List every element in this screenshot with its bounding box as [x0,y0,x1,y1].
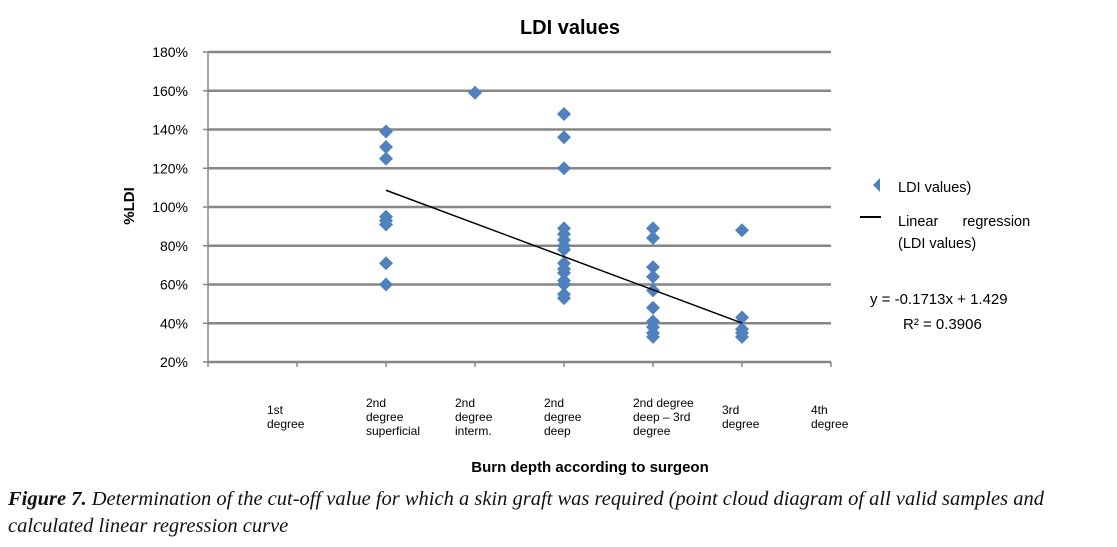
data-point [557,107,571,121]
y-tick-label: 80% [160,238,188,254]
legend-label-regression-1: Linear regression [898,214,1030,230]
y-tick-label: 60% [160,277,188,293]
y-tick-label: 20% [160,354,188,370]
data-point [379,139,393,154]
data-point [557,265,571,280]
legend-label-regression-2: (LDI values) [898,236,976,252]
data-point [468,85,482,100]
data-point [646,300,660,315]
x-tick-label: 3rd [722,403,739,417]
data-point [735,329,749,344]
r-squared: R² = 0.3906 [903,316,982,333]
data-point [735,223,749,238]
legend-label-ldi: LDI values) [898,180,971,196]
data-point [557,242,571,257]
y-tick-label: 180% [152,44,188,60]
x-tick-label: degree [633,424,671,438]
x-tick-label: 2nd degree [633,396,694,410]
data-point [646,221,660,236]
x-tick-label: degree [811,417,849,431]
chart-title: LDI values [520,17,620,39]
x-tick-label: 4th [811,403,828,417]
data-point [646,260,660,275]
data-point [646,329,660,344]
x-tick-label: degree [722,417,760,431]
x-tick-label: degree [267,417,305,431]
y-tick-label: 160% [152,83,188,99]
y-tick-label: 40% [160,315,188,331]
x-tick-label: degree [455,410,493,424]
data-point [557,277,571,292]
figure-caption-text: Determination of the cut-off value for w… [8,488,1044,537]
y-tick-label: 120% [152,160,188,176]
regression-line [385,189,743,324]
y-tick-label: 140% [152,122,188,138]
x-tick-label: degree [366,410,404,424]
x-tick-label: degree [544,410,582,424]
data-point [379,277,393,292]
data-point [379,151,393,166]
data-point [379,256,393,271]
legend-marker-diamond [873,178,880,192]
x-tick-label: interm. [455,424,492,438]
data-point [646,231,660,245]
legend: LDI values) Linear regression (LDI value… [860,178,1030,252]
y-axis-label: %LDI [121,187,138,225]
data-point [557,161,571,176]
figure-caption: Figure 7. Determination of the cut-off v… [8,486,1113,540]
data-point [557,130,571,145]
data-point [379,217,393,232]
regression-equation: y = -0.1713x + 1.429 [870,291,1008,308]
data-point [646,269,660,284]
x-tick-label: 1st [267,403,284,417]
figure-label: Figure 7. [8,488,87,510]
x-tick-label: 2nd [455,396,475,410]
x-tick-label: 2nd [544,396,564,410]
data-point [557,291,571,306]
x-tick-label: deep – 3rd [633,410,690,424]
y-tick-label: 100% [152,199,188,215]
x-tick-label: deep [544,424,571,438]
data-point [379,124,393,139]
x-tick-label: superficial [366,424,420,438]
x-tick-label: 2nd [366,396,386,410]
x-axis-label: Burn depth according to surgeon [471,459,709,476]
